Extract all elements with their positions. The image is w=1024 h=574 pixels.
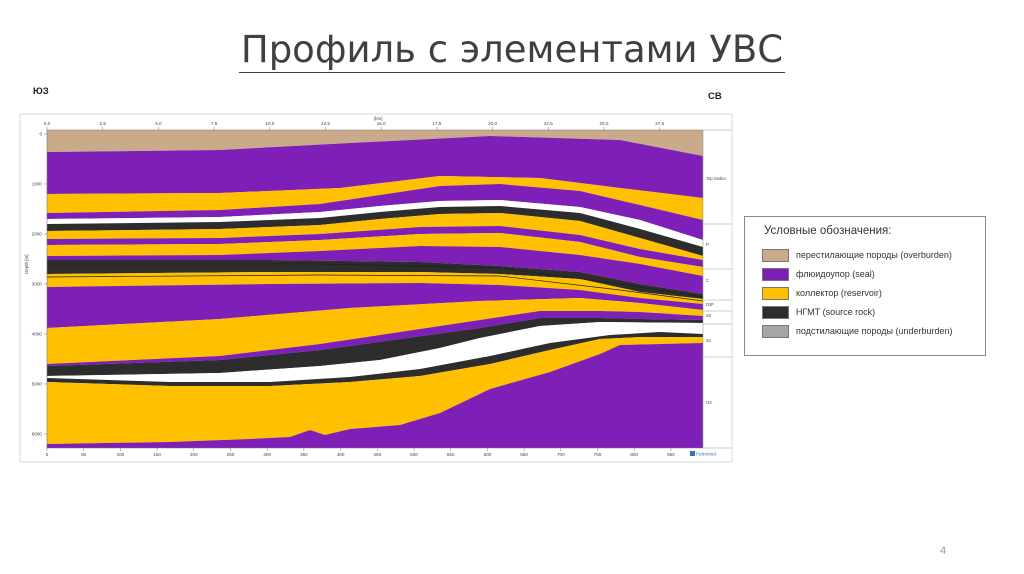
depth-axis-tick-label: 3000 [32,282,43,287]
layer-source-3 [47,318,703,376]
legend-swatch-reservoir [762,286,789,300]
top-axis-tick-label: 0,0 [44,121,51,126]
depth-axis-label: Depth [m] [24,254,29,274]
layer-white-1 [47,200,703,247]
strata-layers [46,130,704,448]
legend-box: Условные обозначения: перестилающие поро… [744,216,986,356]
formation-label-c: C [706,278,709,283]
depth-axis-tick-label: 6000 [32,432,43,437]
legend-swatch-overburden [762,248,789,262]
layer-reservoir-1 [47,176,703,220]
layer-seal-1 [47,136,703,198]
bottom-axis-tick-label: 250 [227,452,235,457]
bottom-axis-tick-label: 700 [557,452,565,457]
petromod-logo: PetroMod [690,451,716,457]
legend-item-underburden: подстилающие породы (underburden) [762,324,952,338]
bottom-axis-tick-label: 600 [484,452,492,457]
bottom-axis-tick-label: 100 [117,452,125,457]
top-axis-tick-label: 22,5 [544,121,553,126]
top-axis-unit: [km] [374,116,383,121]
layer-source-1 [47,206,703,256]
petromod-logo-mark [690,451,695,456]
page-number: 4 [940,545,947,557]
geological-profile: [km] 0,0 2,5 5,0 7,5 10,0 12,5 15,0 17,5 20,0 22,… [19,113,733,463]
formation-label-s2: S2 [706,313,712,318]
layer-seal-basal [47,343,703,448]
layer-reservoir-4 [47,272,703,304]
bottom-axis-tick-label: 500 [410,452,418,457]
top-axis-tick-label: 20,0 [488,121,497,126]
bottom-axis-tick-label: 300 [263,452,271,457]
legend-label-seal: флюидоупор (seal) [796,269,875,279]
top-axis-tick-label: 12,5 [321,121,330,126]
layer-seal-4 [47,311,703,366]
depth-axis-tick-label: 4000 [32,332,43,337]
petromod-logo-text: PetroMod [696,452,716,457]
layer-seal-2 [47,226,703,267]
layer-seal-2b [47,246,703,294]
layer-reservoir-2 [47,213,703,260]
bottom-axis-tick-label: 150 [153,452,161,457]
layer-reservoir-3 [47,233,703,276]
horizon-line-2 [46,274,704,302]
layer-reservoir-5 [47,298,703,364]
direction-label-northeast: СВ [708,91,722,102]
horizon-line-1 [47,263,704,298]
formation-label-s1: S1 [706,338,712,343]
top-axis-tick-label: 7,5 [211,121,218,126]
legend-item-source-rock: НГМТ (source rock) [762,305,875,319]
axes: Depth [m] 0 50 100 150 200 250 300 350 400 450 500… [24,129,732,457]
bottom-axis-tick-label: 400 [337,452,345,457]
bottom-axis-tick-label: 50 [81,452,87,457]
layer-overburden [47,130,703,156]
legend-label-overburden: перестилающие породы (overburden) [796,250,952,260]
formation-label-top-sedim: Top Sedim [706,176,726,181]
top-axis-tick-label: 17,5 [432,121,441,126]
legend-item-overburden: перестилающие породы (overburden) [762,248,952,262]
bottom-axis-tick-label: 550 [447,452,455,457]
legend-swatch-source-rock [762,305,789,319]
formation-label-o3: O3 [706,400,712,405]
legend-item-seal: флюидоупор (seal) [762,267,875,281]
top-axis-tick-label: 5,0 [155,121,162,126]
legend-label-underburden: подстилающие породы (underburden) [796,326,953,336]
bottom-axis-tick-label: 450 [373,452,381,457]
bottom-axis-tick-label: 0 [46,452,49,457]
legend-swatch-seal [762,267,789,281]
formation-label-d3f: D3F [706,302,714,307]
legend-title: Условные обозначения: [764,225,892,237]
depth-axis-tick-label: 2000 [32,232,43,237]
top-axis-tick-label: 15,0 [377,121,386,126]
layer-seal-1b [47,184,703,240]
legend-item-reservoir: коллектор (reservoir) [762,286,882,300]
layer-source-2 [47,260,703,299]
layer-seal-3 [47,283,703,328]
top-axis: [km] 0,0 2,5 5,0 7,5 10,0 12,5 15,0 17,5 20,0 22,… [44,116,665,130]
legend-label-source-rock: НГМТ (source rock) [796,307,876,317]
layer-white-2 [47,322,703,382]
top-axis-tick-label: 27,5 [655,121,664,126]
direction-label-southwest: ЮЗ [33,86,49,97]
bottom-axis-tick-label: 350 [300,452,308,457]
legend-label-reservoir: коллектор (reservoir) [796,288,882,298]
top-axis-tick-label: 10,0 [265,121,274,126]
depth-axis-tick-label: 0 [39,132,42,137]
legend-swatch-underburden [762,324,789,338]
top-axis-tick-label: 2,5 [100,121,107,126]
layer-reservoir-deep [47,337,703,444]
bottom-axis-tick-label: 800 [630,452,638,457]
bottom-axis-tick-label: 650 [520,452,528,457]
bottom-axis-tick-label: 750 [594,452,602,457]
bottom-axis-tick-label: 850 [667,452,675,457]
slide-title: Профиль с элементами УВС [238,28,786,73]
depth-axis-tick-label: 1000 [32,182,43,187]
top-axis-tick-label: 25,0 [600,121,609,126]
depth-axis-tick-label: 5000 [32,382,43,387]
layer-source-4 [47,332,703,386]
formation-label-p: P [706,242,709,247]
bottom-axis-tick-label: 200 [190,452,198,457]
